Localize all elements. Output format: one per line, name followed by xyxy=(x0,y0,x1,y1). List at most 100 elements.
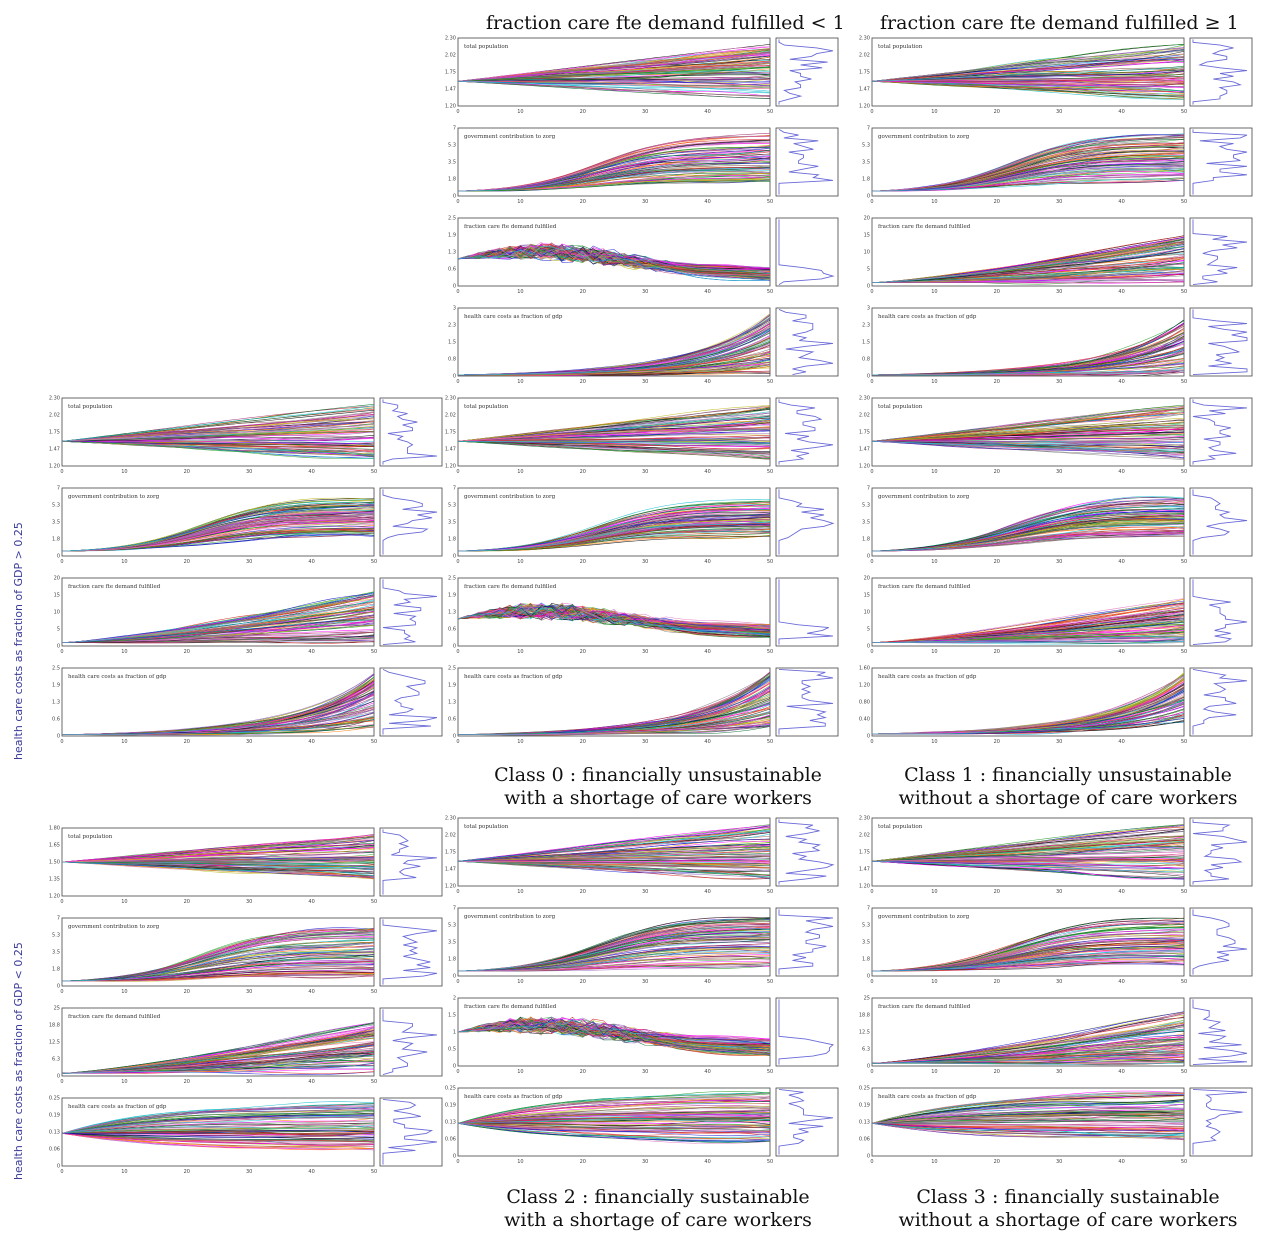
x-tick-label: 30 xyxy=(642,1069,648,1075)
ensemble-line xyxy=(871,840,1185,862)
ensemble-line xyxy=(871,142,1185,192)
ensemble-line xyxy=(457,1019,771,1044)
line-panel: government contribution to zorg 0 10 20 30 40… xyxy=(448,906,839,985)
ensemble-line xyxy=(871,1123,1185,1128)
line-panel: government contribution to zorg 0 10 20 30 40… xyxy=(448,486,839,565)
ensemble-line xyxy=(457,922,771,972)
ensemble-line xyxy=(871,1099,1185,1124)
line-panel: total population 0 10 20 30 40 50 1.20 1.47 1.75 2… xyxy=(445,396,839,475)
histogram-frame xyxy=(775,307,839,377)
ensemble-line xyxy=(457,952,771,972)
panel-variable-label: total population xyxy=(464,404,509,410)
x-tick-label: 20 xyxy=(580,559,586,565)
ensemble-line xyxy=(871,422,1185,442)
x-tick-label: 20 xyxy=(994,649,1000,655)
x-tick-label: 40 xyxy=(308,1079,314,1085)
ensemble-line xyxy=(457,51,771,82)
y-tick-label: 5.3 xyxy=(448,143,456,149)
y-tick-label: 0.6 xyxy=(448,267,456,273)
ensemble-line xyxy=(457,335,771,376)
x-tick-label: 40 xyxy=(1118,199,1124,205)
ensemble-line xyxy=(871,1123,1185,1129)
x-tick-label: 20 xyxy=(580,199,586,205)
ensemble-line xyxy=(457,81,771,97)
y-tick-label: 1.47 xyxy=(859,87,870,93)
ensemble-line xyxy=(457,405,771,442)
ensemble-line xyxy=(872,367,1185,376)
y-tick-label: 0.19 xyxy=(445,1103,456,1109)
x-tick-label: 40 xyxy=(1118,379,1124,385)
y-tick-label: 1.8 xyxy=(52,537,60,543)
x-tick-label: 10 xyxy=(931,289,937,295)
ensemble-line xyxy=(871,243,1185,283)
ensemble-line xyxy=(871,158,1185,192)
y-tick-label: 18.8 xyxy=(49,1023,60,1029)
x-tick-label: 50 xyxy=(371,469,377,475)
y-tick-label: 5.3 xyxy=(448,503,456,509)
y-tick-label: 0 xyxy=(57,734,60,740)
ensemble-line xyxy=(457,603,771,629)
ensemble-line xyxy=(457,248,771,281)
x-tick-label: 0 xyxy=(456,889,459,895)
x-tick-label: 30 xyxy=(642,649,648,655)
histogram-frame xyxy=(1189,817,1253,887)
ensemble-line xyxy=(457,246,770,280)
histogram-frame xyxy=(775,37,839,107)
y-tick-label: 0 xyxy=(453,374,456,380)
y-tick-label: 3.5 xyxy=(52,520,60,526)
ensemble-line xyxy=(457,946,771,972)
y-tick-label: 2.02 xyxy=(49,413,60,419)
ensemble-line xyxy=(871,829,1185,862)
y-tick-label: 2.30 xyxy=(445,396,456,402)
y-tick-label: 10 xyxy=(864,250,870,256)
ensemble-line xyxy=(457,1018,770,1043)
panel-variable-label: government contribution to zorg xyxy=(878,494,970,500)
ensemble-line xyxy=(62,697,375,735)
histogram-frame xyxy=(1189,577,1253,647)
y-tick-label: 3.5 xyxy=(862,520,870,526)
ensemble-line xyxy=(61,1131,375,1135)
x-tick-label: 20 xyxy=(184,739,190,745)
x-tick-label: 40 xyxy=(308,559,314,565)
y-tick-label: 1.9 xyxy=(448,593,456,599)
ensemble-line xyxy=(457,436,771,442)
histogram-density-line xyxy=(382,489,438,555)
y-tick-label: 1.75 xyxy=(859,430,870,436)
x-tick-label: 10 xyxy=(517,289,523,295)
x-tick-label: 10 xyxy=(931,379,937,385)
y-tick-label: 0.06 xyxy=(445,1137,456,1143)
x-tick-label: 30 xyxy=(1056,559,1062,565)
ensemble-line xyxy=(871,136,1185,192)
x-tick-label: 30 xyxy=(1056,979,1062,985)
x-tick-label: 30 xyxy=(246,649,252,655)
ensemble-line xyxy=(61,1028,375,1074)
x-tick-label: 50 xyxy=(371,989,377,995)
y-tick-label: 0.6 xyxy=(52,717,60,723)
y-tick-label: 12.5 xyxy=(859,1030,870,1036)
ensemble-line xyxy=(457,70,771,82)
x-tick-label: 0 xyxy=(870,649,873,655)
line-panel: fraction care fte demand fulfilled 0 10 20 3… xyxy=(864,576,1253,655)
panel-variable-label: government contribution to zorg xyxy=(878,914,970,920)
y-tick-label: 0.19 xyxy=(49,1113,60,1119)
histogram-density-line xyxy=(1192,999,1248,1066)
y-tick-label: 1.9 xyxy=(448,233,456,239)
ensemble-line xyxy=(61,517,375,552)
y-tick-label: 5 xyxy=(57,627,60,633)
y-tick-label: 2.5 xyxy=(448,576,456,582)
histogram-density-line xyxy=(1192,668,1248,735)
y-tick-label: 0.06 xyxy=(49,1147,60,1153)
x-tick-label: 30 xyxy=(642,559,648,565)
y-tick-label: 1.5 xyxy=(862,340,870,346)
class-1-caption: Class 1 : financially unsustainable with… xyxy=(878,764,1258,810)
x-tick-label: 0 xyxy=(870,1159,873,1165)
y-tick-label: 0.13 xyxy=(445,1120,456,1126)
ensemble-line xyxy=(457,1091,771,1124)
y-tick-label: 15 xyxy=(54,593,60,599)
x-tick-label: 0 xyxy=(870,469,873,475)
ensemble-line xyxy=(61,441,375,446)
histogram-density-line xyxy=(1192,579,1248,646)
column-header-shortage: fraction care fte demand fulfilled < 1 xyxy=(486,12,845,34)
panel-variable-label: total population xyxy=(464,44,509,50)
